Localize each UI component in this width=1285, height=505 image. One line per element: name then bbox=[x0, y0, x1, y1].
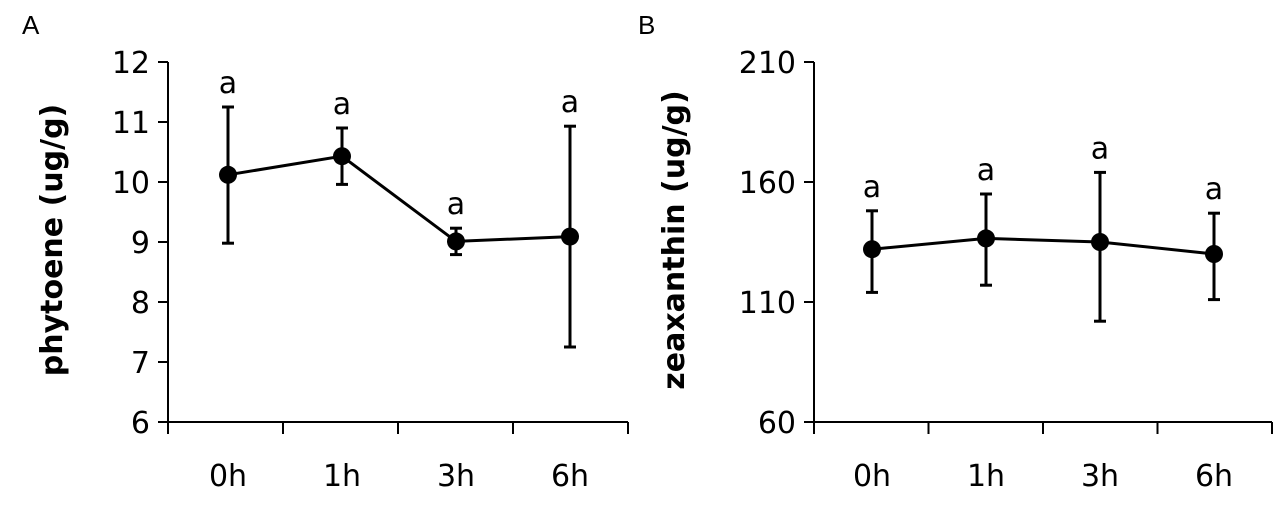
y-tick-label-a: 11 bbox=[112, 106, 150, 141]
x-tick-label-a: 1h bbox=[323, 459, 361, 494]
significance-label-a: a bbox=[561, 85, 579, 120]
panel-letter-b: B bbox=[638, 10, 655, 40]
x-tick-label-b: 6h bbox=[1195, 459, 1233, 494]
x-tick-label-a: 0h bbox=[209, 459, 247, 494]
significance-label-a: a bbox=[219, 66, 237, 101]
panel-b: B zeaxanthin (ug/g) 60 110 160 210 0h 1h 3h 6h… bbox=[638, 10, 1273, 494]
data-point-b bbox=[1091, 233, 1109, 251]
data-point-b bbox=[863, 240, 881, 259]
data-point-a bbox=[333, 147, 351, 166]
y-tick-label-b: 210 bbox=[739, 46, 796, 81]
significance-label-a: a bbox=[447, 187, 465, 222]
y-tick-label-b: 60 bbox=[758, 406, 796, 441]
y-tick-label-a: 7 bbox=[131, 346, 150, 381]
y-tick-label-b: 160 bbox=[739, 166, 796, 201]
data-point-b bbox=[1205, 245, 1223, 263]
series-line-a bbox=[227, 154, 571, 243]
x-tick-label-b: 1h bbox=[967, 459, 1005, 494]
significance-label-b: a bbox=[1091, 131, 1109, 166]
x-tick-label-a: 3h bbox=[437, 459, 475, 494]
significance-label-b: a bbox=[1205, 172, 1223, 207]
y-tick-label-a: 10 bbox=[112, 166, 150, 201]
y-tick-label-b: 110 bbox=[739, 286, 796, 321]
series-line-b bbox=[871, 236, 1215, 256]
y-tick-label-a: 6 bbox=[131, 406, 150, 441]
significance-label-a: a bbox=[333, 87, 351, 122]
data-point-a bbox=[447, 232, 465, 251]
y-tick-label-a: 12 bbox=[112, 46, 150, 81]
y-tick-label-a: 9 bbox=[131, 226, 150, 261]
panel-a: A phytoene (ug/g) 6 7 8 9 10 11 12 0h 1h 3h 6h a a… bbox=[22, 10, 629, 494]
significance-label-b: a bbox=[863, 170, 881, 205]
data-point-b bbox=[977, 229, 995, 248]
y-axis-title-a: phytoene (ug/g) bbox=[35, 104, 70, 377]
x-tick-label-b: 0h bbox=[853, 459, 891, 494]
x-tick-label-b: 3h bbox=[1081, 459, 1119, 494]
x-tick-label-a: 6h bbox=[551, 459, 589, 494]
data-point-a bbox=[561, 227, 579, 246]
panel-letter-a: A bbox=[22, 10, 40, 40]
significance-label-b: a bbox=[977, 153, 995, 188]
y-tick-label-a: 8 bbox=[131, 286, 150, 321]
y-axis-title-b: zeaxanthin (ug/g) bbox=[657, 90, 692, 389]
data-point-a bbox=[219, 165, 237, 184]
